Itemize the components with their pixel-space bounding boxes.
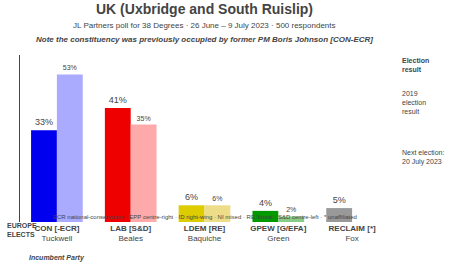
svg-text:Electionresult: Electionresult [402,57,429,73]
svg-text:4%: 4% [259,198,272,208]
svg-text:RECLAIM [*]Fox: RECLAIM [*]Fox [329,224,376,243]
svg-text:EUROPEELECTS: EUROPEELECTS [7,222,37,238]
svg-text:2019electionresult: 2019electionresult [402,90,426,115]
svg-text:Next election:20 July 2023: Next election:20 July 2023 [402,149,444,166]
svg-text:CON [-ECR]Tuckwell: CON [-ECR]Tuckwell [34,224,79,243]
svg-text:GPEW [G/EFA]Green: GPEW [G/EFA]Green [250,224,306,243]
svg-text:6%: 6% [185,192,198,202]
svg-text:41%: 41% [109,95,127,105]
svg-text:JL Partners poll for 38 Degree: JL Partners poll for 38 Degrees · 26 Jun… [73,21,336,30]
svg-text:ECR national-conservative · EP: ECR national-conservative · EPP centre-r… [53,214,357,220]
svg-text:5%: 5% [333,195,346,205]
svg-text:LAB [S&D]Beales: LAB [S&D]Beales [110,224,151,243]
svg-text:53%: 53% [63,64,77,71]
svg-text:35%: 35% [137,115,151,122]
svg-text:UK (Uxbridge and South Ruislip: UK (Uxbridge and South Ruislip) [96,1,313,17]
svg-text:Note the constituency was prev: Note the constituency was previously occ… [36,35,373,44]
svg-text:33%: 33% [35,117,53,127]
svg-text:2%: 2% [286,206,296,213]
svg-text:6%: 6% [212,195,222,202]
svg-text:Incumbent Party: Incumbent Party [29,254,85,262]
svg-text:LDEM [RE]Baquiche: LDEM [RE]Baquiche [184,224,226,243]
